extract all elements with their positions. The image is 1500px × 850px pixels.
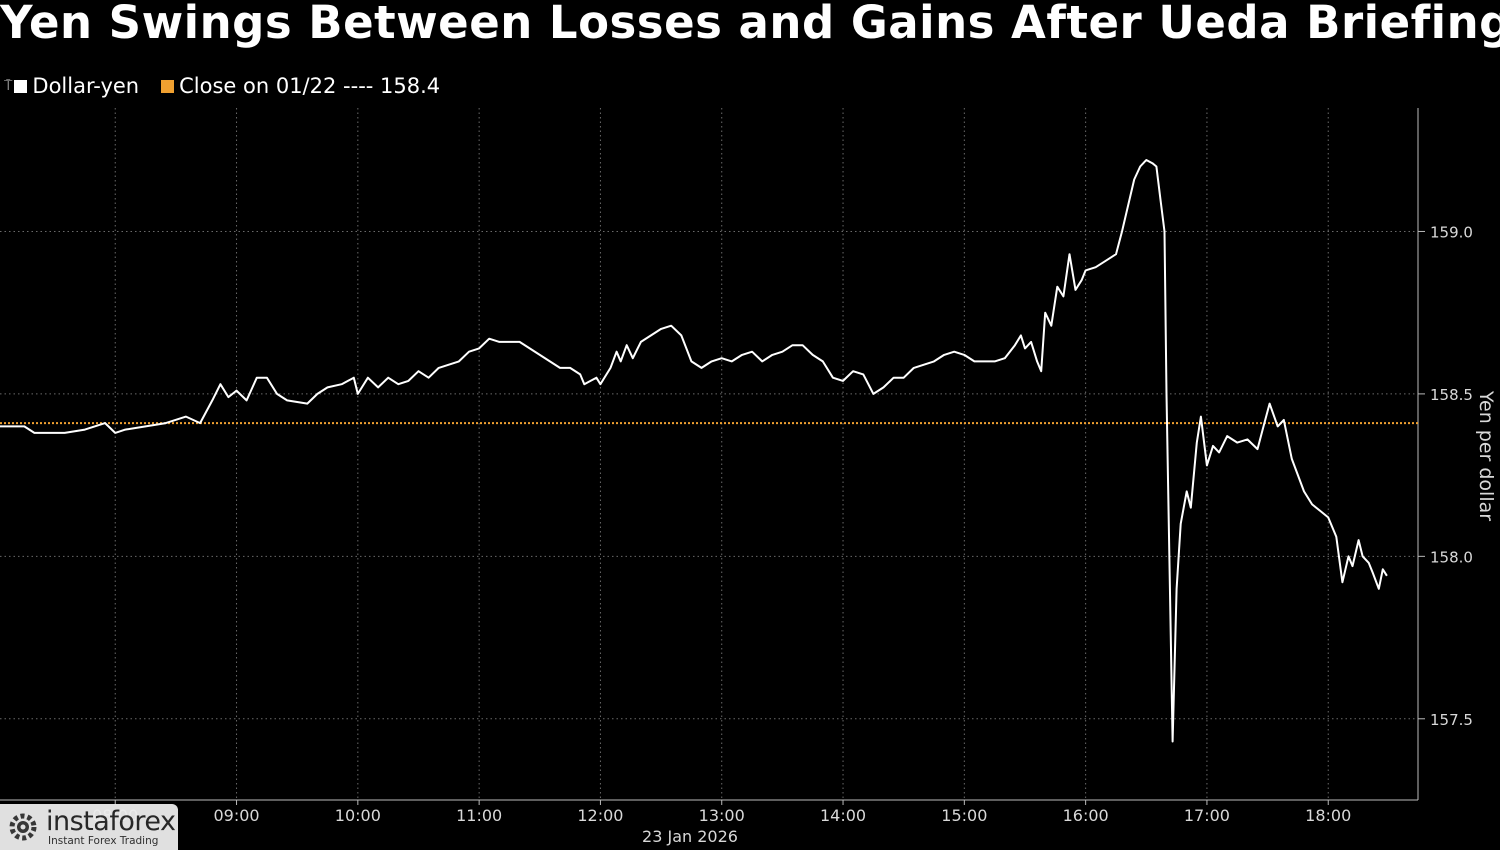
legend-series-label: Dollar-yen [32,74,140,98]
x-tick-label: 14:00 [820,806,866,825]
pin-icon: ⍑ [4,78,13,94]
x-tick-label: 13:00 [699,806,745,825]
x-tick-label: 09:00 [213,806,259,825]
x-tick-label: 12:00 [577,806,623,825]
x-tick-label: 10:00 [335,806,381,825]
series-group [0,159,1388,743]
chart-ticks: 08:0009:0010:0011:0012:0013:0014:0015:00… [92,223,1473,825]
legend-reference-label: Close on 01/22 ---- 158.4 [179,74,441,98]
series-line-dollar-yen [0,159,1388,743]
x-axis-label: 23 Jan 2026 [642,827,738,846]
logo-brand: instaforex [46,806,176,837]
y-tick-label: 159.0 [1430,223,1473,241]
chart-title: Yen Swings Between Losses and Gains Afte… [0,0,1500,49]
x-tick-label: 18:00 [1305,806,1351,825]
y-axis-label: Yen per dollar [1475,390,1497,521]
reference-swatch [161,79,175,93]
chart-legend: ⍑ Dollar-yen Close on 01/22 ---- 158.4 [4,72,462,100]
x-tick-label: 16:00 [1063,806,1109,825]
x-tick-label: 17:00 [1184,806,1230,825]
x-tick-label: 11:00 [456,806,502,825]
legend-item-series[interactable]: ⍑ Dollar-yen [4,74,139,98]
series-swatch [14,79,28,93]
logo-tagline: Instant Forex Trading [48,835,159,847]
y-tick-label: 158.0 [1430,548,1473,566]
logo-gear-icon [9,813,37,841]
legend-item-reference[interactable]: Close on 01/22 ---- 158.4 [161,74,440,98]
y-tick-label: 157.5 [1430,711,1473,729]
y-tick-label: 158.5 [1430,386,1473,404]
x-tick-label: 15:00 [941,806,987,825]
chart-grid [0,108,1418,800]
instaforex-logo: instaforex Instant Forex Trading [0,804,178,850]
